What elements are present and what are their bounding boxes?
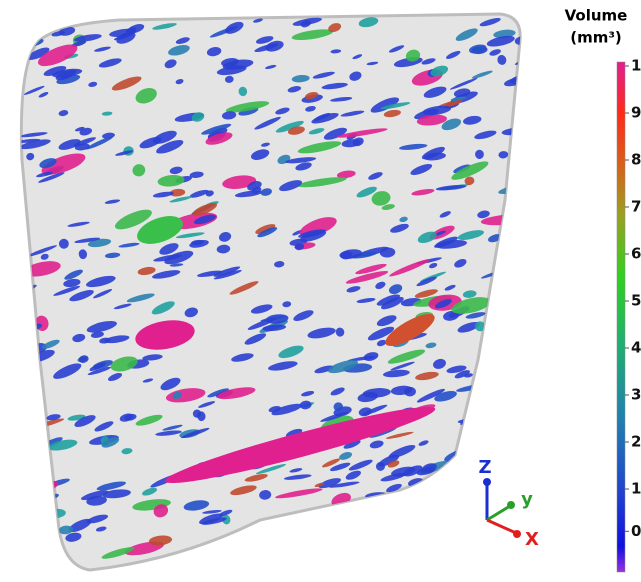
pore bbox=[506, 199, 526, 209]
colorbar-tick-label: 4 bbox=[631, 339, 641, 357]
x-axis bbox=[487, 520, 516, 533]
colorbar-tick-label: 3 bbox=[631, 386, 641, 404]
pore bbox=[441, 515, 470, 530]
pore bbox=[497, 266, 526, 282]
y-tip bbox=[507, 501, 515, 509]
pore bbox=[272, 546, 282, 554]
pore bbox=[513, 128, 533, 134]
pore bbox=[380, 522, 390, 528]
pore bbox=[451, 485, 483, 502]
pore bbox=[495, 492, 509, 500]
pore bbox=[8, 477, 60, 499]
pore bbox=[225, 556, 236, 567]
pore bbox=[337, 546, 348, 553]
z-label: Z bbox=[478, 457, 491, 478]
colorbar-tick-label: 0.1 bbox=[631, 522, 641, 540]
colorbar-tick-label: 8 bbox=[631, 151, 641, 169]
colorbar-tick-label: 1 bbox=[631, 480, 641, 498]
colorbar bbox=[617, 62, 625, 572]
pore bbox=[486, 420, 509, 430]
pore bbox=[413, 505, 445, 526]
pore bbox=[329, 524, 359, 531]
pore bbox=[447, 461, 469, 473]
pore bbox=[308, 536, 318, 546]
pore bbox=[264, 534, 294, 550]
colorbar-tick-label: 6 bbox=[631, 245, 641, 263]
pore bbox=[357, 519, 386, 537]
pore bbox=[496, 273, 518, 289]
pore bbox=[474, 475, 521, 497]
colorbar-tick-label: 7 bbox=[631, 198, 641, 216]
pore bbox=[475, 393, 498, 405]
pore bbox=[17, 471, 35, 488]
axes-triad: Z y X bbox=[478, 457, 539, 550]
pore bbox=[427, 541, 443, 552]
pore bbox=[482, 327, 505, 339]
colorbar-tick-label: 2 bbox=[631, 433, 641, 451]
pore bbox=[462, 428, 492, 441]
pore bbox=[444, 529, 456, 540]
pore bbox=[502, 226, 514, 235]
pore bbox=[439, 506, 456, 517]
pore bbox=[457, 520, 487, 529]
scene: Volume (mm³) 10 9 8 7 6 5 4 3 2 1 0.1 Z y X bbox=[0, 0, 641, 582]
colorbar-tick-label: 10 bbox=[631, 57, 641, 75]
specimen bbox=[21, 14, 520, 570]
x-tip bbox=[513, 530, 521, 538]
pore bbox=[366, 552, 391, 567]
pore bbox=[325, 539, 353, 547]
pore bbox=[513, 311, 533, 325]
colorbar-tick-label: 9 bbox=[631, 104, 641, 122]
pore bbox=[448, 523, 472, 534]
colorbar-title: Volume bbox=[565, 7, 628, 25]
pore bbox=[434, 500, 449, 511]
pore bbox=[241, 561, 258, 568]
pore bbox=[34, 509, 55, 521]
pore bbox=[468, 477, 481, 486]
y-axis bbox=[487, 506, 510, 520]
pore bbox=[492, 399, 505, 410]
colorbar-tick-label: 5 bbox=[631, 292, 641, 310]
pore bbox=[217, 543, 230, 551]
pore bbox=[470, 418, 498, 428]
x-label: X bbox=[525, 529, 539, 550]
y-label: y bbox=[521, 489, 533, 510]
pore bbox=[489, 315, 517, 328]
pore bbox=[499, 405, 531, 418]
pore bbox=[331, 502, 379, 530]
pore bbox=[485, 394, 503, 406]
pore bbox=[322, 537, 334, 544]
pore bbox=[496, 259, 520, 266]
pore bbox=[370, 555, 397, 564]
pore bbox=[162, 563, 185, 574]
pore bbox=[443, 496, 492, 524]
colorbar-unit: (mm³) bbox=[570, 29, 622, 47]
pore bbox=[482, 540, 508, 554]
pore bbox=[417, 556, 441, 572]
pore bbox=[316, 544, 348, 559]
pore bbox=[18, 521, 33, 532]
colorbar-ticks: 10 9 8 7 6 5 4 3 2 1 0.1 bbox=[625, 57, 641, 540]
pore bbox=[487, 539, 498, 551]
z-tip bbox=[483, 478, 491, 486]
